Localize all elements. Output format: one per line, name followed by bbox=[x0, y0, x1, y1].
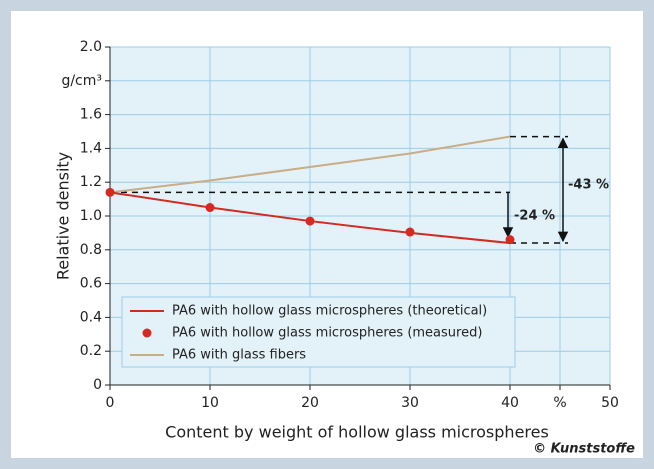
credit: © Kunststoffe bbox=[533, 442, 635, 457]
x-tick-label: 0 bbox=[106, 395, 115, 411]
series-marker bbox=[205, 203, 215, 213]
x-tick-label: 20 bbox=[301, 395, 319, 411]
series-marker bbox=[105, 187, 115, 197]
y-tick-label: 1.6 bbox=[80, 107, 102, 123]
y-axis-label: Relative density bbox=[54, 152, 73, 280]
legend-label: PA6 with glass fibers bbox=[172, 348, 306, 363]
y-tick-label: 0.2 bbox=[80, 343, 102, 359]
x-axis-label: Content by weight of hollow glass micros… bbox=[165, 423, 549, 442]
y-tick-label: 0.6 bbox=[80, 276, 102, 292]
series-marker bbox=[505, 235, 515, 245]
x-tick-label: 40 bbox=[501, 395, 519, 411]
series-line bbox=[109, 135, 511, 194]
y-tick-label: 0 bbox=[93, 377, 102, 393]
series-marker bbox=[405, 227, 415, 237]
y-tick-label: g/cm³ bbox=[61, 73, 102, 89]
legend: PA6 with hollow glass microspheres (theo… bbox=[121, 296, 516, 368]
annotation: -43 % bbox=[568, 177, 609, 192]
y-tick-label: 1.0 bbox=[80, 208, 102, 224]
series-marker bbox=[305, 216, 315, 226]
x-tick-label: 50 bbox=[601, 395, 619, 411]
y-tick-label: 0.8 bbox=[80, 242, 102, 258]
y-tick-label: 0.4 bbox=[80, 309, 102, 325]
y-tick-label: 1.4 bbox=[80, 140, 102, 156]
legend-label: PA6 with hollow glass microspheres (theo… bbox=[172, 304, 487, 319]
legend-box bbox=[121, 296, 516, 368]
legend-marker bbox=[142, 328, 152, 338]
x-tick-label: 10 bbox=[201, 395, 219, 411]
y-tick-label: 1.2 bbox=[80, 174, 102, 190]
legend-label: PA6 with hollow glass microspheres (meas… bbox=[172, 326, 482, 341]
x-tick-label: 30 bbox=[401, 395, 419, 411]
x-tick-label: % bbox=[553, 395, 566, 411]
y-tick-label: 2.0 bbox=[80, 39, 102, 55]
annotation: -24 % bbox=[514, 209, 555, 224]
